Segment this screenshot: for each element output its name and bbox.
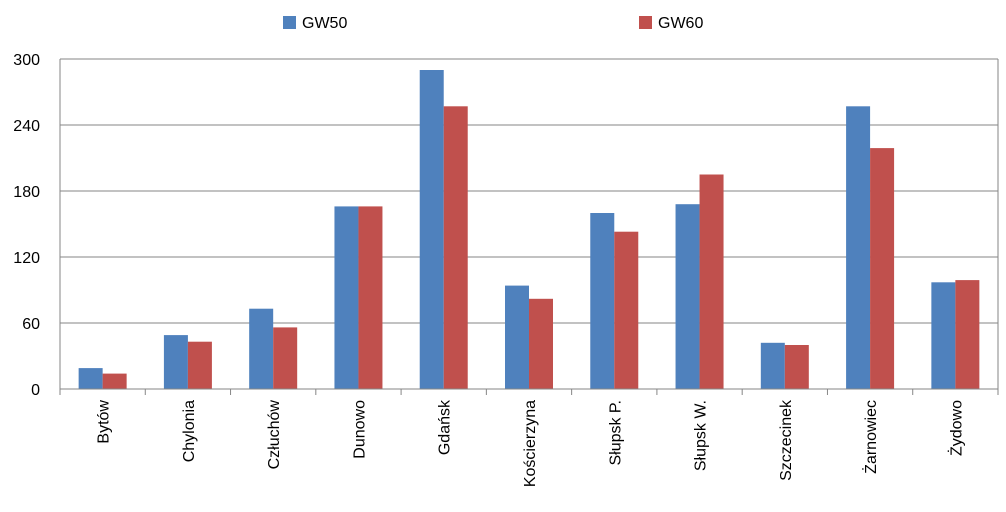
- legend-label-gw60: GW60: [658, 15, 703, 32]
- x-tick-label-zydowo: Żydowo: [946, 400, 965, 456]
- legend-label-gw50: GW50: [302, 15, 347, 32]
- x-tick-label-czluchow: Człuchów: [266, 400, 283, 470]
- x-tick-label-bytow: Bytów: [96, 400, 113, 444]
- bar-gw50-gdansk: [419, 70, 444, 389]
- y-tick-label-60: 60: [22, 316, 40, 333]
- x-tick-label-slupsk-w: Słupsk W.: [693, 400, 710, 471]
- gridlines: [60, 58, 998, 324]
- y-tick-label-240: 240: [13, 118, 40, 135]
- bar-gw50-zydowo: [931, 282, 956, 389]
- bar-gw50-bytow: [78, 368, 103, 389]
- bar-gw60-slupsk-w: [699, 174, 724, 389]
- axes: [59, 59, 999, 395]
- x-tick-label-zarnowiec: Żarnowiec: [861, 400, 880, 474]
- bar-gw60-gdansk: [443, 106, 468, 390]
- bar-gw60-chylonia: [187, 341, 212, 389]
- bar-gw60-koscierzyna: [529, 298, 553, 389]
- bar-gw50-zarnowiec: [846, 106, 871, 390]
- y-tick-labels: 0 60 120 180 240 300: [13, 52, 40, 399]
- bar-gw60-dunowo: [358, 206, 383, 389]
- legend-swatch-gw50: [283, 16, 296, 29]
- x-tick-labels: Bytów Chylonia Człuchów Dunowo Gdańsk Kościer…: [96, 399, 966, 487]
- bar-gw50-dunowo: [334, 206, 359, 389]
- bar-gw50-czluchow: [249, 308, 274, 389]
- bars: [78, 70, 980, 390]
- y-tick-label-0: 0: [31, 382, 40, 399]
- bar-gw60-bytow: [102, 373, 127, 389]
- x-tick-label-slupsk-p: Słupsk P.: [607, 400, 624, 466]
- x-tick-label-chylonia: Chylonia: [181, 400, 198, 462]
- y-tick-label-120: 120: [13, 250, 40, 267]
- x-tick-label-dunowo: Dunowo: [351, 400, 368, 459]
- x-tick-label-szczecinek: Szczecinek: [778, 399, 795, 481]
- bar-gw60-zydowo: [955, 280, 980, 389]
- bar-gw50-szczecinek: [760, 342, 785, 389]
- bar-gw60-slupsk-p: [614, 231, 639, 389]
- bar-gw60-czluchow: [273, 327, 298, 389]
- legend: GW50 GW60: [283, 15, 703, 32]
- y-tick-label-180: 180: [13, 184, 40, 201]
- bar-gw50-koscierzyna: [505, 285, 529, 389]
- legend-swatch-gw60: [639, 16, 652, 29]
- x-tick-label-gdansk: Gdańsk: [437, 399, 454, 455]
- y-tick-label-300: 300: [13, 52, 40, 69]
- x-tick-label-koscierzyna: Kościerzyna: [522, 400, 539, 487]
- bar-gw60-szczecinek: [784, 345, 809, 389]
- bar-gw60-zarnowiec: [870, 148, 895, 389]
- bar-gw50-slupsk-p: [590, 213, 615, 389]
- bar-gw50-slupsk-w: [675, 204, 700, 389]
- bar-gw50-chylonia: [163, 335, 188, 389]
